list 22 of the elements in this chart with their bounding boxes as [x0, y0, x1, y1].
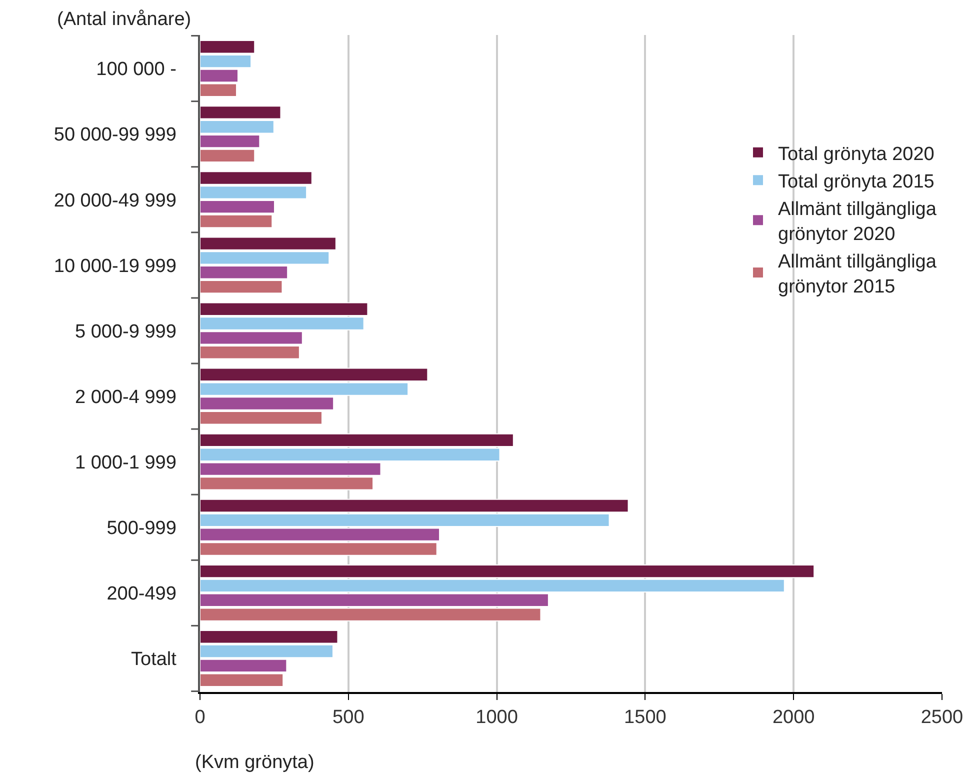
y-tick-label: 200-499 [106, 584, 176, 605]
y-tick-label: 10 000-19 999 [54, 256, 176, 277]
x-tick-label: 0 [194, 706, 206, 728]
legend-label: Allmänt tillgängliga grönytor 2020 [778, 199, 937, 245]
y-tick-label: 5 000-9 999 [75, 321, 176, 342]
x-tick-label: 2500 [920, 706, 964, 728]
x-tick-label: 2000 [772, 706, 815, 728]
y-tick-label: 100 000 - [96, 59, 176, 80]
y-tick-label: Totalt [131, 649, 178, 670]
legend-label: Total grönyta 2015 [778, 172, 934, 193]
y-tick-label: 500-999 [106, 518, 176, 540]
x-axis-title: (Kvm grönyta) [195, 752, 314, 773]
y-axis-title: (Antal invånare) [57, 9, 192, 30]
y-tick-label: 2 000-4 999 [75, 386, 176, 408]
x-tick-label: 1500 [624, 706, 666, 728]
legend-label: Allmänt tillgängliga grönytor 2015 [778, 252, 937, 298]
x-tick-label: 1000 [476, 706, 518, 728]
y-tick-label: 50 000-99 999 [54, 124, 176, 146]
legend-label: Total grönyta 2020 [778, 144, 934, 165]
y-tick-label: 1 000-1 999 [75, 452, 176, 474]
y-tick-label: 20 000-49 999 [54, 190, 176, 212]
x-tick-label: 500 [332, 706, 364, 728]
